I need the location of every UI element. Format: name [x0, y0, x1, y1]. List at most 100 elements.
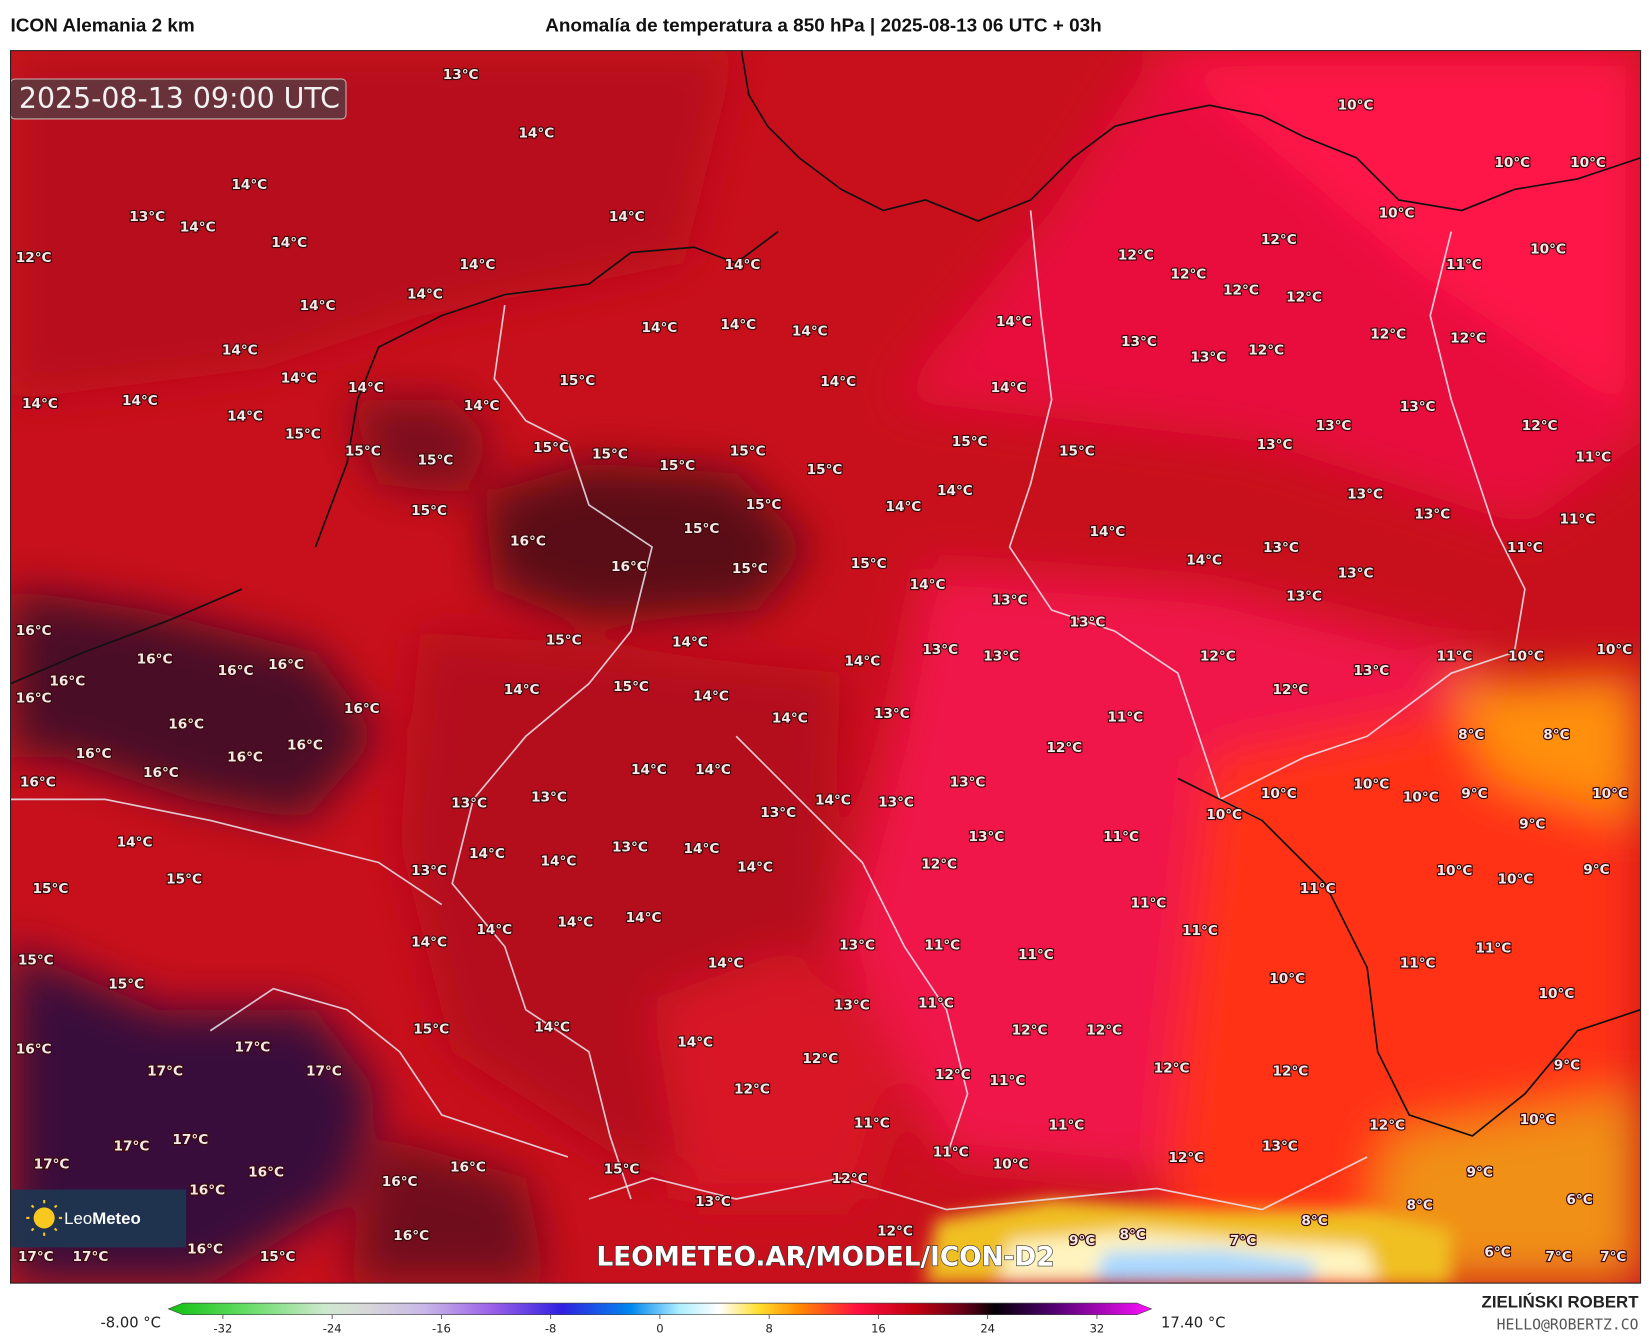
temperature-label: 16°C — [450, 1159, 486, 1175]
temperature-label: 11°C — [1507, 540, 1543, 556]
logo-text-bold: Meteo — [92, 1209, 141, 1228]
temperature-label: 14°C — [693, 688, 729, 704]
temperature-label: 13°C — [129, 209, 165, 225]
temperature-label: 17°C — [73, 1249, 109, 1265]
temperature-label: 13°C — [1257, 437, 1293, 453]
temperature-label: 14°C — [476, 922, 512, 938]
temperature-label: 15°C — [285, 426, 321, 442]
temperature-label: 15°C — [533, 440, 569, 456]
temperature-label: 15°C — [807, 462, 843, 478]
temperature-label: 8°C — [1301, 1213, 1327, 1229]
temperature-label: 11°C — [1437, 648, 1473, 664]
author: ZIELIŃSKI ROBERT — [1482, 1292, 1640, 1311]
colorbar-tick-label: 0 — [656, 1322, 663, 1336]
temperature-label: 10°C — [1403, 789, 1439, 805]
temperature-label: 14°C — [231, 177, 267, 193]
temperature-label: 11°C — [1300, 881, 1336, 897]
temperature-label: 12°C — [1286, 290, 1322, 306]
temperature-label: 12°C — [16, 250, 52, 266]
temperature-label: 17°C — [34, 1156, 70, 1172]
colorbar-tick-label: -24 — [323, 1322, 342, 1336]
temperature-label: 13°C — [1262, 1138, 1298, 1154]
temperature-label: 13°C — [695, 1194, 731, 1210]
temperature-label: 11°C — [1575, 450, 1611, 466]
temperature-label: 6°C — [1566, 1192, 1592, 1208]
temperature-label: 11°C — [1182, 923, 1218, 939]
temperature-label: 14°C — [820, 374, 856, 390]
temperature-label: 13°C — [834, 998, 870, 1014]
temperature-label: 10°C — [1520, 1112, 1556, 1128]
temperature-label: 14°C — [464, 398, 500, 414]
map-title: Anomalía de temperatura a 850 hPa | 2025… — [545, 16, 1101, 37]
temperature-label: 12°C — [935, 1067, 971, 1083]
temperature-label: 13°C — [874, 706, 910, 722]
temperature-label: 14°C — [737, 860, 773, 876]
temperature-label: 17°C — [306, 1064, 342, 1080]
temperature-label: 10°C — [1353, 777, 1389, 793]
temperature-label: 12°C — [1369, 1117, 1405, 1133]
temperature-label: 7°C — [1545, 1249, 1571, 1265]
temperature-label: 7°C — [1230, 1233, 1256, 1249]
temperature-label: 14°C — [469, 846, 505, 862]
temperature-label: 14°C — [281, 371, 317, 387]
temperature-label: 15°C — [417, 453, 453, 469]
temperature-label: 11°C — [933, 1145, 969, 1161]
colorbar-max-label: 17.40 °C — [1161, 1314, 1225, 1331]
temperature-label: 15°C — [546, 633, 582, 649]
temperature-label: 14°C — [460, 257, 496, 273]
temperature-label: 10°C — [1437, 863, 1473, 879]
temperature-label: 14°C — [1089, 524, 1125, 540]
temperature-label: 17°C — [147, 1064, 183, 1080]
map-frame — [9, 50, 1642, 1284]
temperature-label: 14°C — [122, 393, 158, 409]
temperature-label: 14°C — [626, 910, 662, 926]
temperature-label: 13°C — [969, 829, 1005, 845]
temperature-label: 14°C — [1186, 553, 1222, 569]
temperature-label: 9°C — [1583, 862, 1609, 878]
temperature-label: 15°C — [952, 434, 988, 450]
temperature-label: 14°C — [772, 710, 808, 726]
temperature-label: 12°C — [802, 1051, 838, 1067]
temperature-label: 11°C — [1475, 941, 1511, 957]
logo-text-light: Leo — [64, 1209, 92, 1228]
temperature-label: 16°C — [189, 1183, 225, 1199]
temperature-label: 12°C — [877, 1224, 913, 1240]
temperature-label: 13°C — [1121, 334, 1157, 350]
temperature-label: 11°C — [924, 938, 960, 954]
temperature-label: 12°C — [1086, 1023, 1122, 1039]
temperature-label: 13°C — [839, 938, 875, 954]
temperature-label: 15°C — [732, 561, 768, 577]
temperature-label: 16°C — [227, 749, 263, 765]
temperature-label: 11°C — [1103, 829, 1139, 845]
temperature-label: 13°C — [1286, 588, 1322, 604]
email: HELLO@ROBERTZ.CO — [1497, 1316, 1639, 1333]
temperature-label: 14°C — [271, 235, 307, 251]
colorbar-tick-label: -32 — [213, 1322, 232, 1336]
temperature-label: 10°C — [1508, 648, 1544, 664]
temperature-label: 14°C — [22, 396, 58, 412]
temperature-label: 15°C — [33, 881, 69, 897]
temperature-label: 16°C — [611, 559, 647, 575]
temperature-label: 16°C — [393, 1228, 429, 1244]
temperature-label: 16°C — [137, 652, 173, 668]
colorbar-tick-label: -8 — [545, 1322, 557, 1336]
colorbar-min-label: -8.00 °C — [100, 1314, 160, 1331]
temperature-label: 14°C — [844, 654, 880, 670]
temperature-label: 12°C — [734, 1082, 770, 1098]
temperature-label: 14°C — [725, 257, 761, 273]
temperature-label: 10°C — [1206, 807, 1242, 823]
temperature-label: 13°C — [992, 593, 1028, 609]
colorbar-tick-label: 16 — [871, 1322, 886, 1336]
temperature-label: 10°C — [1379, 206, 1415, 222]
temperature-label: 10°C — [1570, 155, 1606, 171]
temperature-label: 11°C — [1400, 955, 1436, 971]
temperature-label: 13°C — [1069, 615, 1105, 631]
temperature-label: 9°C — [1069, 1233, 1095, 1249]
temperature-label: 10°C — [1498, 871, 1534, 887]
map: 13°C 14°C 14°C 13°C 14°C 14°C 12°C 14°C 14°C 14°C… — [10, 50, 1641, 1284]
temperature-label: 14°C — [792, 323, 828, 339]
temperature-label: 16°C — [248, 1165, 284, 1181]
temperature-label: 14°C — [534, 1020, 570, 1036]
temperature-label: 13°C — [1263, 540, 1299, 556]
